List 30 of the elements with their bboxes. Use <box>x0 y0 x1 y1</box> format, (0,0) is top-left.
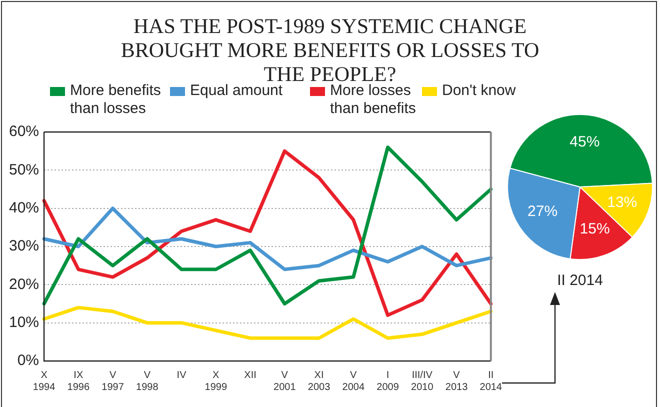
x-tick-label: V 2013 <box>445 370 468 393</box>
x-tick-label: XI 2003 <box>308 370 331 393</box>
x-tick-label: V 2001 <box>274 370 296 393</box>
x-tick-label: X 1999 <box>204 370 228 393</box>
x-tick-label: V 1997 <box>102 370 124 393</box>
x-tick-label: X 1994 <box>32 370 56 393</box>
text: II 2014 <box>556 272 604 289</box>
y-tick-label: 20% <box>8 276 40 293</box>
legend-label: Equal amount <box>190 82 284 100</box>
data-label: 15% <box>580 220 610 238</box>
y-tick-label: 50% <box>8 161 40 178</box>
x-tick-label: XII <box>244 370 256 381</box>
legend-label: More losses than benefits <box>330 82 417 118</box>
data-label: 27% <box>528 203 558 220</box>
x-tick-label: I 2009 <box>376 370 400 393</box>
legend-label: Don't know <box>442 82 517 100</box>
x-tick-label: III/IV 2010 <box>411 370 434 393</box>
data-label: 45% <box>570 133 600 150</box>
y-tick-label: 0% <box>17 352 40 370</box>
x-tick-label: V 2004 <box>342 370 365 393</box>
data-label: 13% <box>607 194 638 211</box>
y-tick-label: 40% <box>8 199 40 216</box>
x-tick-label: II 2014 <box>480 370 502 393</box>
y-tick-label: 30% <box>8 238 40 255</box>
x-tick-label: IV <box>176 370 187 381</box>
x-tick-label: IX 1996 <box>67 370 90 393</box>
y-tick-label: 10% <box>8 314 40 331</box>
x-tick-label: V 1998 <box>136 370 159 393</box>
y-tick-label: 60% <box>8 123 40 140</box>
legend-label: More benefits than losses <box>70 82 162 118</box>
